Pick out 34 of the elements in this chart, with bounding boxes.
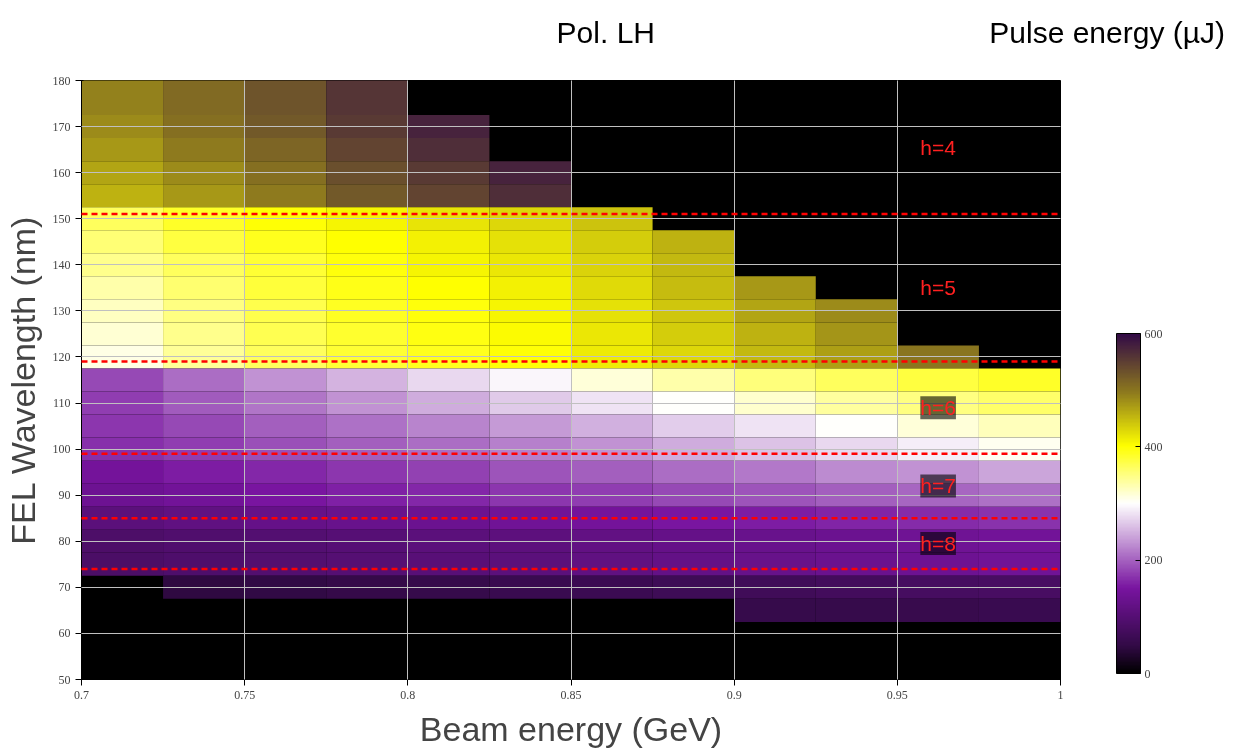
annotation: h=4 <box>920 135 957 159</box>
x-tick-label: 0.85 <box>560 687 582 702</box>
x-axis-title: Beam energy (GeV) <box>419 709 723 748</box>
annotation: h=7 <box>920 474 956 498</box>
color-bar-label: 200 <box>1144 553 1163 568</box>
y-tick-label: 50 <box>58 672 71 687</box>
y-tick-label: 90 <box>58 488 71 503</box>
y-tick-label: 70 <box>58 580 71 595</box>
x-tick-label: 1 <box>1057 687 1064 702</box>
color-bar-label: 600 <box>1144 326 1163 341</box>
x-tick-label: 0.7 <box>74 687 89 702</box>
annotation: h=8 <box>920 532 956 556</box>
y-tick-label: 80 <box>58 534 71 549</box>
y-tick-label: 180 <box>52 73 71 88</box>
color-bar-title: Pulse energy (µJ) <box>989 15 1225 51</box>
x-tick-label: 0.95 <box>886 687 908 702</box>
y-tick-label: 110 <box>52 396 71 411</box>
color-bar-label: 400 <box>1144 439 1163 454</box>
y-axis-title: FEL Wavelength (nm) <box>3 216 42 545</box>
y-tick-label: 100 <box>52 442 71 457</box>
y-tick-label: 60 <box>58 626 71 641</box>
x-tick-label: 0.75 <box>234 687 256 702</box>
chart-title: Pol. LH <box>556 15 655 51</box>
y-tick-label: 170 <box>52 119 71 134</box>
color-bar-label: 0 <box>1144 666 1151 681</box>
annotation: h=6 <box>920 396 956 420</box>
y-tick-label: 120 <box>52 349 71 364</box>
annotation: h=5 <box>920 276 956 300</box>
y-tick-label: 160 <box>52 165 71 180</box>
y-tick-label: 130 <box>52 303 71 318</box>
x-tick-label: 0.8 <box>400 687 416 702</box>
x-tick-label: 0.9 <box>726 687 742 702</box>
y-tick-label: 150 <box>52 211 71 226</box>
y-tick-label: 140 <box>52 257 71 272</box>
